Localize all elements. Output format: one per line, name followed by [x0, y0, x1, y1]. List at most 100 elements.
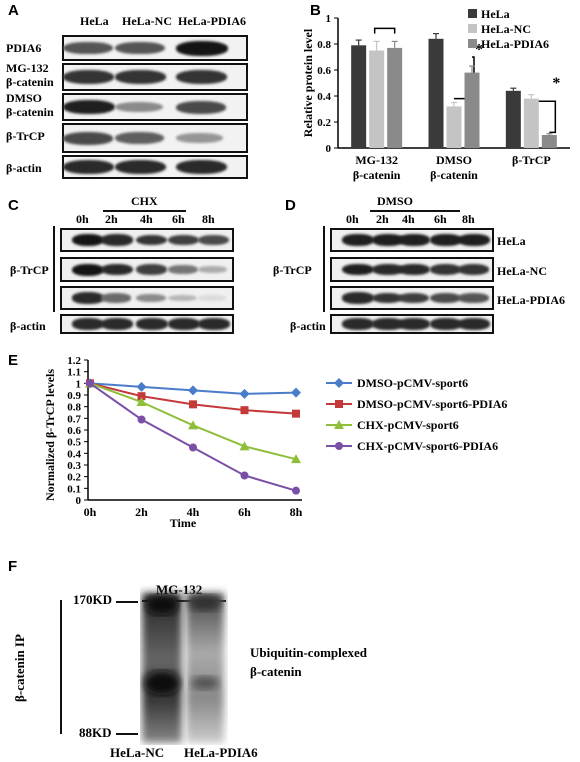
row-label-3: β-TrCP [6, 129, 45, 143]
panel-label-a: A [8, 2, 19, 19]
marker-88kd: 88KD [79, 725, 112, 740]
point-3-4 [292, 486, 300, 495]
band [398, 292, 430, 304]
c-blot-row-3 [60, 314, 234, 334]
y-tick-label: 0.6 [317, 65, 331, 77]
legend-label-2: CHX-pCMV-sport6 [357, 418, 459, 432]
y-tick-label: 0.2 [67, 472, 81, 484]
c-actin-label: β-actin [10, 319, 46, 333]
legend-marker-1 [335, 400, 343, 408]
line-chart-normalized-btrcp: 00.10.20.30.40.50.60.70.80.911.11.2 0h 2h 4… [43, 355, 507, 530]
c-time-1: 2h [105, 212, 118, 226]
y-tick-label: 0.8 [67, 402, 81, 414]
blot-a-row-4 [62, 155, 248, 179]
category-label-1: β-catenin [430, 168, 478, 182]
y-tick-label: 0.2 [317, 117, 331, 129]
panel-label-f: F [8, 558, 18, 575]
lane-label-hela-pdia6: HeLa-PDIA6 [184, 745, 258, 760]
band [101, 293, 132, 303]
x-tick-label: 2h [135, 505, 148, 519]
c-blot-row-1 [60, 257, 234, 282]
point-3-0 [86, 379, 94, 388]
y-tick-label: 0.4 [317, 91, 331, 103]
c-time-0: 0h [76, 212, 89, 226]
band [115, 159, 167, 175]
y-axis-label: Normalized β-TrCP levels [43, 369, 57, 501]
band [458, 293, 489, 303]
bar-HeLa-PDIA6-0 [387, 47, 403, 148]
y-axis-label: Relative protein level [301, 28, 315, 137]
band [72, 318, 104, 330]
lane-label-hela-nc: HeLa-NC [110, 745, 165, 760]
legend-label-2: HeLa-PDIA6 [481, 37, 549, 51]
x-tick-label: 4h [187, 505, 200, 519]
point-3-3 [240, 471, 249, 480]
legend-label-0: HeLa [481, 7, 510, 21]
point-1-3 [240, 406, 249, 415]
bar-HeLa-0 [351, 45, 367, 148]
band [168, 318, 200, 330]
band [115, 101, 163, 113]
band [63, 131, 113, 145]
d-row-label-hela: HeLa [497, 234, 526, 248]
y-tick-label: 1 [326, 13, 332, 25]
marker-170kd: 170KD [73, 592, 112, 607]
band [198, 265, 228, 274]
y-tick-label: 1.1 [67, 367, 81, 379]
chx-underline [103, 210, 186, 212]
y-tick-label: 0.4 [67, 448, 81, 460]
legend-label-1: DMSO-pCMV-sport6-PDIA6 [357, 397, 507, 411]
legend-label-1: HeLa-NC [481, 22, 531, 36]
band [72, 263, 104, 276]
d-blot-row-3 [330, 314, 494, 334]
dmso-underline [370, 210, 460, 212]
column-label-hela-nc: HeLa-NC [122, 14, 172, 28]
legend-marker-3 [335, 442, 343, 450]
band [176, 100, 226, 114]
marker-170kd-tick [116, 601, 138, 603]
significance-star-dmso: * [475, 41, 483, 58]
point-1-1 [137, 392, 146, 401]
band [115, 70, 166, 84]
x-tick-label: 8h [290, 505, 303, 519]
column-label-hela: HeLa [80, 14, 109, 28]
series-line-3 [89, 382, 297, 492]
point-3-2 [189, 443, 197, 452]
band [136, 264, 168, 275]
band [176, 40, 228, 56]
panel-label-d: D [285, 197, 296, 214]
ip-bracket [60, 600, 62, 734]
bar-HeLa-2 [505, 90, 521, 148]
point-1-2 [189, 400, 197, 409]
c-group-label: β-TrCP [10, 263, 49, 277]
legend-marker-2 [334, 420, 344, 429]
band [136, 293, 166, 303]
bar-HeLa-PDIA6-1 [464, 72, 480, 148]
band [430, 318, 462, 330]
c-time-2: 4h [140, 212, 153, 226]
panel-label-c: C [8, 197, 19, 214]
bracket-btrcp [531, 100, 557, 134]
band [63, 159, 115, 175]
blot-a-row-0 [62, 35, 248, 61]
c-blot-row-2 [60, 286, 234, 310]
band [168, 294, 197, 302]
band [136, 234, 168, 246]
y-tick-label: 1 [76, 378, 82, 390]
bar-chart-relative-protein: 0 0.2 0.4 0.6 0.8 1 Relative protein level MG-1… [301, 7, 570, 182]
band [63, 99, 115, 115]
band [168, 234, 200, 246]
c-blot-row-0 [60, 228, 234, 252]
ubiquitin-annotation-1: Ubiquitin-complexed [250, 645, 368, 660]
band [458, 318, 490, 330]
d-blot-row-1 [330, 257, 494, 282]
row-label-0: PDIA6 [6, 41, 42, 55]
y-tick-label: 0 [76, 495, 82, 507]
c-group-bracket [53, 226, 55, 312]
ubiquitin-annotation-2: β-catenin [250, 664, 302, 679]
band [136, 318, 168, 330]
d-blot-row-2 [330, 286, 494, 310]
y-tick-label: 0.3 [67, 460, 81, 472]
category-label-0: MG-132 [355, 153, 398, 167]
bar-HeLa-PDIA6-2 [541, 135, 557, 148]
